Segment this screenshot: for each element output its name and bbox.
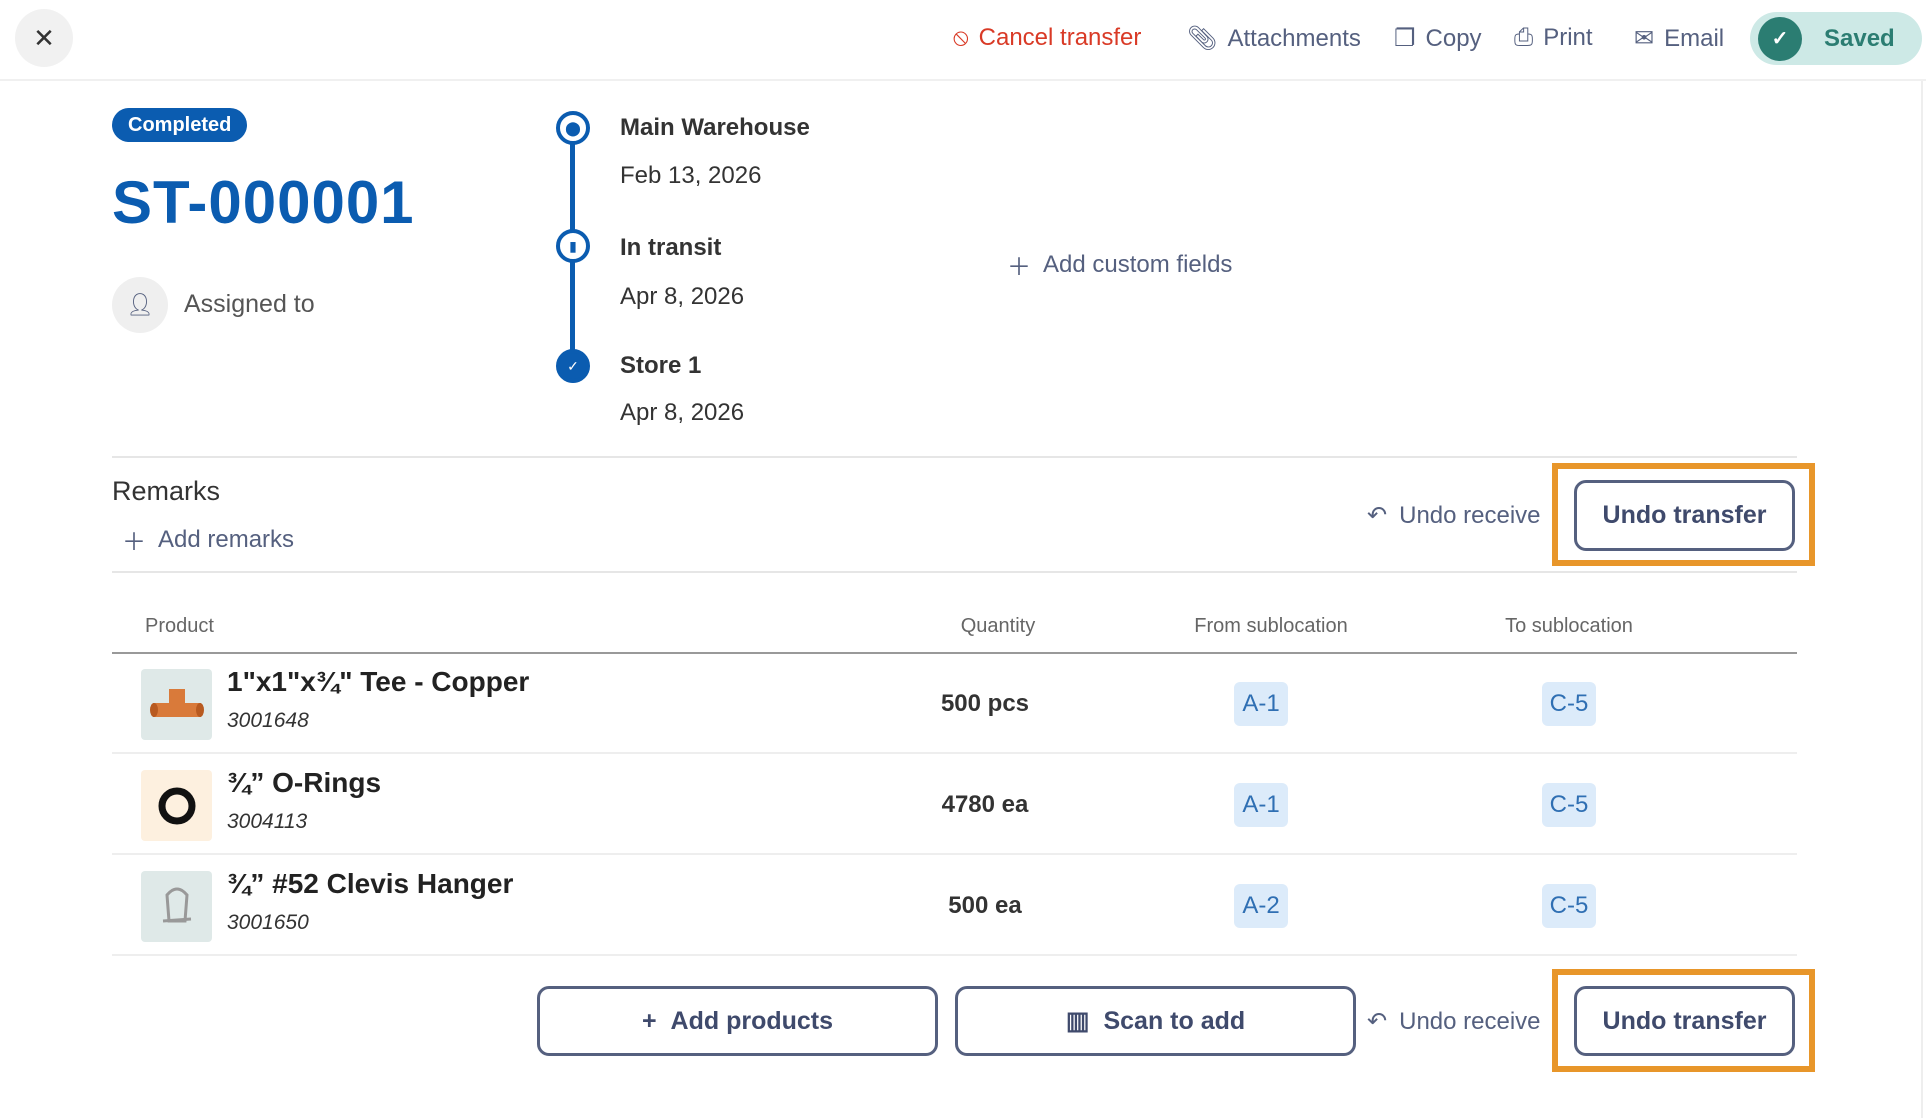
scan-to-add-label: Scan to add <box>1103 1006 1246 1035</box>
product-code: 3001650 <box>227 911 309 934</box>
panel-edge <box>1921 81 1923 1118</box>
column-header-from-sublocation: From sublocation <box>1194 615 1348 637</box>
timeline-destination: Store 1 <box>620 352 702 379</box>
close-button[interactable]: ✕ <box>15 9 73 67</box>
undo-receive-label: Undo receive <box>1399 1007 1541 1035</box>
undo-transfer-button[interactable]: Undo transfer <box>1574 480 1795 551</box>
add-products-label: Add products <box>670 1006 834 1035</box>
barcode-icon: ▥ <box>1065 1007 1090 1035</box>
print-button[interactable]: ⎙ Print <box>1514 24 1593 52</box>
column-header-quantity: Quantity <box>960 615 1036 637</box>
product-code: 3001648 <box>227 709 309 732</box>
table-row[interactable]: ¾” O-Rings 3004113 4780 ea A-1 C-5 <box>112 755 1797 855</box>
undo-receive-button[interactable]: ↶ Undo receive <box>1367 501 1541 530</box>
column-header-product: Product <box>145 615 214 637</box>
user-icon: 👤︎ <box>126 292 154 317</box>
product-image <box>141 770 212 841</box>
from-sublocation-chip[interactable]: A-1 <box>1234 783 1288 827</box>
plus-icon: ＋ <box>1007 254 1031 281</box>
add-custom-fields-label: Add custom fields <box>1043 250 1233 278</box>
saved-indicator: ✓ Saved <box>1750 12 1922 65</box>
close-icon: ✕ <box>33 22 55 53</box>
timeline-transit-date: Apr 8, 2026 <box>620 283 745 310</box>
email-button[interactable]: ✉ Email <box>1634 24 1724 53</box>
printer-icon: ⎙ <box>1514 24 1534 51</box>
divider <box>112 571 1797 573</box>
to-sublocation-chip[interactable]: C-5 <box>1542 682 1596 726</box>
email-label: Email <box>1664 24 1725 52</box>
add-remarks-button[interactable]: ＋ Add remarks <box>122 522 294 557</box>
header-divider <box>112 652 1797 654</box>
product-name[interactable]: 1"x1"x¾" Tee - Copper <box>227 666 530 697</box>
assigned-to-label[interactable]: Assigned to <box>184 290 315 318</box>
copy-icon: ❐ <box>1394 25 1416 52</box>
undo-receive-button[interactable]: ↶ Undo receive <box>1367 1007 1541 1036</box>
add-remarks-label: Add remarks <box>158 525 295 553</box>
add-products-button[interactable]: + Add products <box>537 986 938 1056</box>
add-custom-fields-button[interactable]: ＋ Add custom fields <box>1007 247 1232 282</box>
status-badge: Completed <box>112 108 248 142</box>
saved-label: Saved <box>1824 24 1895 52</box>
product-image <box>141 669 212 740</box>
highlight-box <box>1552 463 1815 566</box>
column-header-to-sublocation: To sublocation <box>1505 615 1633 637</box>
assignee-avatar[interactable]: 👤︎ <box>112 277 168 333</box>
location-pin-icon: ⬤ <box>556 111 590 145</box>
undo-receive-label: Undo receive <box>1399 501 1541 529</box>
scan-to-add-button[interactable]: ▥ Scan to add <box>955 986 1356 1056</box>
attachments-button[interactable]: 📎︎ Attachments <box>1187 24 1361 53</box>
product-image <box>141 871 212 942</box>
cancel-icon: ⦸ <box>953 24 969 51</box>
undo-transfer-button[interactable]: Undo transfer <box>1574 986 1795 1056</box>
undo-icon: ↶ <box>1367 1008 1388 1035</box>
truck-icon: ▮ <box>556 229 590 263</box>
remarks-heading: Remarks <box>112 476 221 506</box>
envelope-icon: ✉ <box>1634 25 1655 52</box>
divider <box>112 456 1797 458</box>
plus-icon: + <box>641 1006 657 1035</box>
to-sublocation-chip[interactable]: C-5 <box>1542 783 1596 827</box>
print-label: Print <box>1543 24 1593 51</box>
top-bar: ✕ ⦸ Cancel transfer 📎︎ Attachments ❐ Copy ⎙… <box>0 0 1926 81</box>
product-code: 3004113 <box>227 810 308 833</box>
timeline-origin-date: Feb 13, 2026 <box>620 162 762 189</box>
page-title: ST-000001 <box>112 169 415 236</box>
from-sublocation-chip[interactable]: A-2 <box>1234 884 1288 928</box>
check-icon: ✓ <box>556 349 590 383</box>
copy-label: Copy <box>1425 24 1482 52</box>
table-row[interactable]: ¾” #52 Clevis Hanger 3001650 500 ea A-2 … <box>112 856 1797 956</box>
quantity: 4780 ea <box>941 791 1029 818</box>
product-name[interactable]: ¾” #52 Clevis Hanger <box>227 868 514 899</box>
highlight-box <box>1552 969 1815 1072</box>
timeline-transit: In transit <box>620 234 722 261</box>
cancel-transfer-button[interactable]: ⦸ Cancel transfer <box>953 24 1141 52</box>
cancel-transfer-label: Cancel transfer <box>978 24 1142 51</box>
plus-icon: ＋ <box>122 529 146 556</box>
copy-button[interactable]: ❐ Copy <box>1394 24 1482 53</box>
timeline-origin: Main Warehouse <box>620 114 810 141</box>
timeline-destination-date: Apr 8, 2026 <box>620 399 745 426</box>
quantity: 500 pcs <box>940 690 1030 717</box>
quantity: 500 ea <box>948 892 1022 919</box>
from-sublocation-chip[interactable]: A-1 <box>1234 682 1288 726</box>
to-sublocation-chip[interactable]: C-5 <box>1542 884 1596 928</box>
undo-icon: ↶ <box>1367 502 1388 529</box>
check-icon: ✓ <box>1758 16 1802 61</box>
product-name[interactable]: ¾” O-Rings <box>227 767 382 798</box>
table-row[interactable]: 1"x1"x¾" Tee - Copper 3001648 500 pcs A-… <box>112 654 1797 754</box>
attachments-label: Attachments <box>1227 24 1361 52</box>
paperclip-icon: 📎︎ <box>1187 25 1218 52</box>
